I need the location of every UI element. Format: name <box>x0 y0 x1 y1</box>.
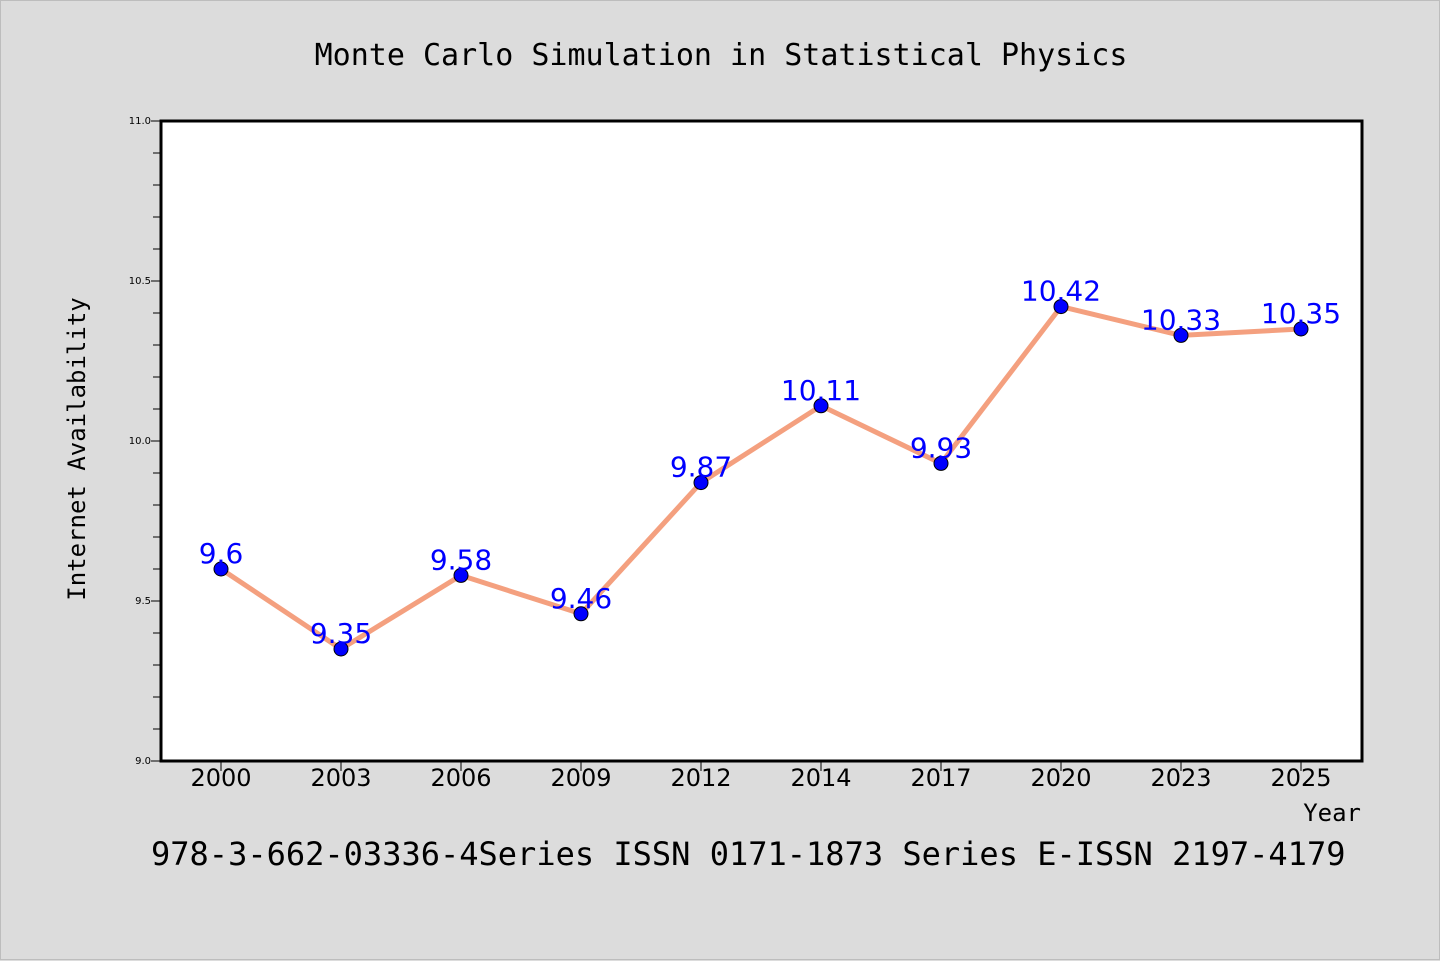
y-tick-label: 10.5 <box>129 276 151 287</box>
y-axis-label: Internet Availability <box>63 297 91 600</box>
data-point <box>813 398 829 414</box>
data-label: 10.33 <box>1141 303 1221 336</box>
y-axis: 9.0 9.5 10.0 10.5 11.0 <box>129 116 161 767</box>
data-label: 10.42 <box>1021 275 1101 308</box>
x-tick-label: 2006 <box>430 764 491 792</box>
y-tick-label: 11.0 <box>129 116 151 127</box>
data-label: 9.46 <box>550 582 612 615</box>
x-tick-label: 2025 <box>1270 764 1331 792</box>
data-label: 10.11 <box>781 374 861 407</box>
data-label: 9.6 <box>199 537 244 570</box>
x-tick-label: 2009 <box>550 764 611 792</box>
data-point <box>1293 321 1309 337</box>
data-point <box>693 475 709 491</box>
data-point <box>573 606 589 622</box>
data-label: 9.87 <box>670 451 732 484</box>
data-point <box>333 641 349 657</box>
x-tick-label: 2020 <box>1030 764 1091 792</box>
x-tick-label: 2014 <box>790 764 851 792</box>
x-tick-label: 2017 <box>910 764 971 792</box>
x-tick-label: 2003 <box>310 764 371 792</box>
x-axis-label: Year <box>1303 799 1361 827</box>
footer-identifiers: 978-3-662-03336-4Series ISSN 0171-1873 S… <box>151 835 1345 873</box>
data-label: 9.58 <box>430 543 492 576</box>
data-label: 9.93 <box>910 431 972 464</box>
data-label: 10.35 <box>1261 297 1341 330</box>
y-tick-label: 10.0 <box>129 436 151 447</box>
x-tick-label: 2012 <box>670 764 731 792</box>
series-layer: 9.6 9.35 9.58 9.46 9.87 10.11 9.93 10.42 10.33 10… <box>199 275 1341 657</box>
series-line <box>218 304 1304 652</box>
data-point <box>1053 299 1069 315</box>
x-tick-label: 2023 <box>1150 764 1211 792</box>
y-tick-label: 9.5 <box>135 596 151 607</box>
y-tick-label: 9.0 <box>135 756 151 767</box>
data-point <box>933 455 949 471</box>
x-tick-label: 2000 <box>190 764 251 792</box>
data-point <box>453 567 469 583</box>
data-point <box>213 561 229 577</box>
x-axis: 2000 2003 2006 2009 2012 2014 2017 2020 2023 2025 <box>190 761 1332 792</box>
data-point <box>1173 327 1189 343</box>
chart-title: Monte Carlo Simulation in Statistical Ph… <box>315 38 1128 73</box>
data-label: 9.35 <box>310 617 372 650</box>
